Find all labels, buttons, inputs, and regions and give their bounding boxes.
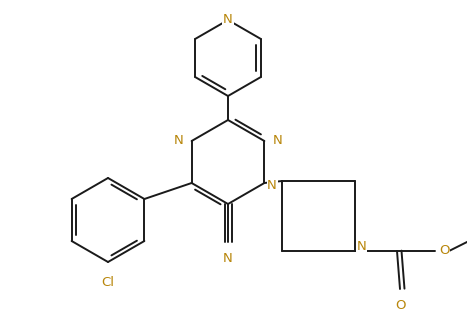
Text: Cl: Cl	[101, 276, 114, 289]
Text: N: N	[174, 135, 184, 148]
Text: N: N	[267, 179, 277, 192]
Text: N: N	[357, 240, 367, 253]
Text: N: N	[223, 13, 233, 26]
Text: O: O	[395, 299, 405, 312]
Text: N: N	[272, 135, 282, 148]
Text: N: N	[223, 252, 233, 265]
Text: O: O	[439, 245, 450, 258]
